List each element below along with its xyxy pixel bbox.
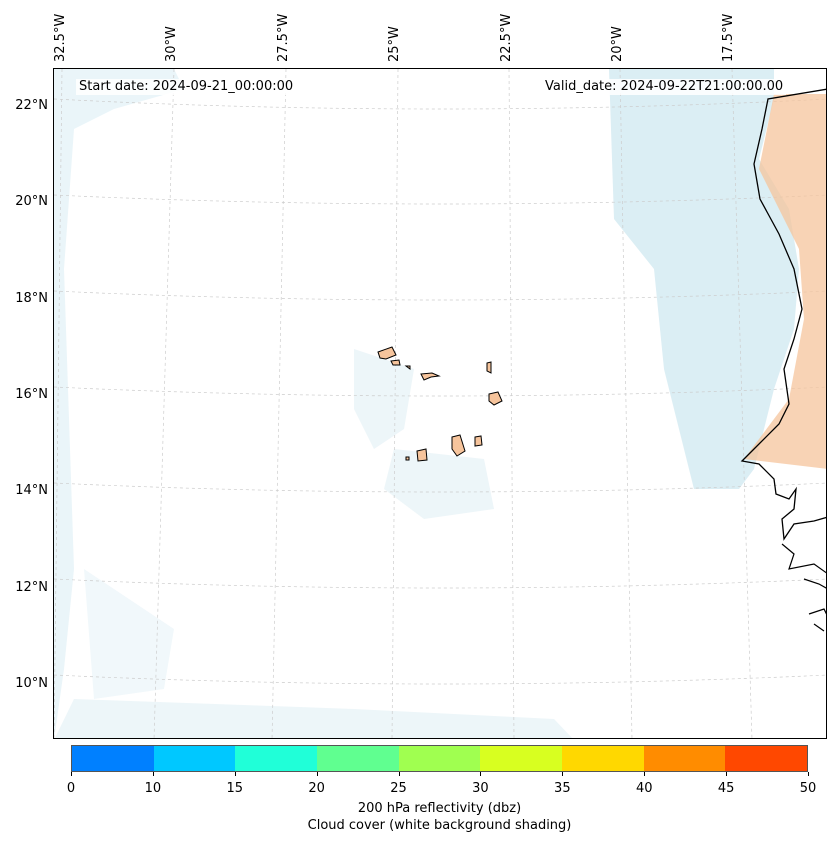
colorbar-tick-mark xyxy=(808,772,809,776)
colorbar-tick-mark xyxy=(562,772,564,776)
lon-label: 20°W xyxy=(610,26,625,62)
colorbar-tick-label: 20 xyxy=(308,781,325,796)
colorbar-segment xyxy=(317,746,399,771)
colorbar-tick-label: 50 xyxy=(799,781,817,796)
colorbar-segment xyxy=(562,746,644,771)
colorbar-tick-label: 35 xyxy=(554,781,571,796)
colorbar-tick-mark xyxy=(644,772,646,776)
africa-land-shading xyxy=(744,94,826,469)
colorbar-segment xyxy=(72,746,154,771)
colorbar-tick-mark xyxy=(234,772,236,776)
colorbar-tick-mark xyxy=(316,772,318,776)
colorbar-segment xyxy=(725,746,808,771)
valid-date-label: Valid_date: 2024-09-22T21:00:00.00 xyxy=(542,79,787,95)
reflectivity-colorbar xyxy=(71,745,808,772)
cape-verde-islands xyxy=(377,346,503,462)
colorbar-tick-label: 15 xyxy=(226,781,244,796)
colorbar-segment xyxy=(643,746,726,771)
colorbar-tick-label: 25 xyxy=(390,781,407,796)
colorbar-tick-label: 0 xyxy=(66,781,76,796)
colorbar-segment xyxy=(398,746,481,771)
lat-label: 14°N xyxy=(15,483,48,498)
lat-label: 20°N xyxy=(15,194,48,209)
start-date-label: Start date: 2024-09-21_00:00:00 xyxy=(76,79,297,95)
colorbar-tick-label: 45 xyxy=(717,781,735,796)
colorbar-tick-mark xyxy=(71,772,72,776)
lon-label: 22.5°W xyxy=(499,13,514,62)
colorbar-label: 200 hPa reflectivity (dbz) xyxy=(357,801,522,816)
map-canvas xyxy=(54,69,826,738)
colorbar-segment xyxy=(153,746,236,771)
colorbar-tick-label: 40 xyxy=(635,781,653,796)
lat-label: 22°N xyxy=(15,98,48,113)
colorbar-tick-label: 10 xyxy=(144,781,162,796)
colorbar-tick-mark xyxy=(152,772,154,776)
lon-label: 27.5°W xyxy=(276,13,291,62)
colorbar-tick-mark xyxy=(480,772,482,776)
lat-label: 12°N xyxy=(15,580,48,595)
colorbar-segment xyxy=(235,746,318,771)
map-frame[interactable] xyxy=(53,68,827,739)
colorbar-tick-label: 30 xyxy=(472,781,489,796)
african-coastline xyxy=(740,88,826,541)
colorbar-sublabel: Cloud cover (white background shading) xyxy=(307,818,572,833)
lon-label: 30°W xyxy=(164,26,179,62)
coast-detail-south xyxy=(781,543,826,632)
cloud-cover-shading xyxy=(54,69,799,738)
lon-label: 17.5°W xyxy=(721,13,736,62)
gridlines xyxy=(54,69,826,738)
colorbar-tick-mark xyxy=(398,772,400,776)
lon-label: 32.5°W xyxy=(53,13,68,62)
lon-label: 25°W xyxy=(387,26,402,62)
colorbar-segment xyxy=(480,746,563,771)
lat-label: 10°N xyxy=(15,676,48,691)
lat-label: 16°N xyxy=(15,387,48,402)
colorbar-tick-mark xyxy=(726,772,728,776)
lat-label: 18°N xyxy=(15,291,48,306)
